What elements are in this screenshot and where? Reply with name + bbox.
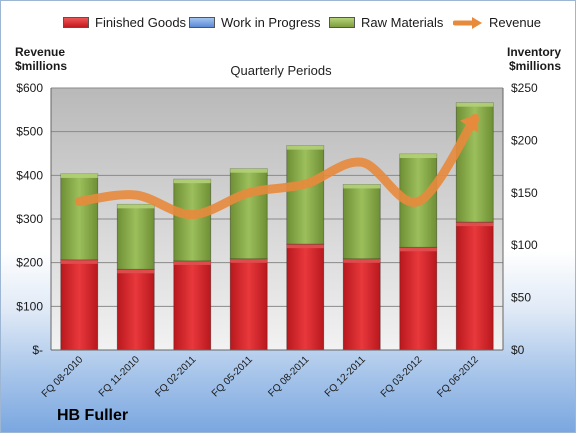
right-tick-label: $0 xyxy=(511,343,525,357)
legend-swatch-finished-goods xyxy=(63,17,89,28)
revenue-line xyxy=(74,114,480,220)
revenue-line-series xyxy=(74,113,480,220)
bar-raw-materials xyxy=(116,203,155,270)
legend-item-revenue: Revenue xyxy=(453,15,541,30)
bar-top-raw-materials xyxy=(399,154,437,159)
right-tick-label: $100 xyxy=(511,238,538,252)
left-tick-label: $200 xyxy=(16,256,43,270)
right-axis-title-line-2: $millions xyxy=(508,59,561,73)
x-tick-label: FQ 02-2011 xyxy=(153,354,198,399)
x-tick-label: FQ 12-2011 xyxy=(323,354,368,399)
left-tick-label: $100 xyxy=(16,299,43,313)
right-tick-label: $50 xyxy=(511,291,531,305)
legend-label-raw-materials: Raw Materials xyxy=(361,15,444,30)
bar-finished-goods xyxy=(229,258,268,351)
bar-raw-materials xyxy=(342,184,381,260)
bar-finished-goods xyxy=(286,243,325,351)
bar-finished-goods xyxy=(455,221,494,351)
bar-raw-materials xyxy=(60,173,99,261)
legend-item-finished-goods: Finished Goods xyxy=(63,15,186,30)
x-tick-label: FQ 08-2011 xyxy=(266,354,311,399)
bar-top-finished-goods xyxy=(60,259,98,264)
legend-label-revenue: Revenue xyxy=(489,15,542,30)
bar-top-finished-goods xyxy=(286,244,324,249)
bar-top-finished-goods xyxy=(343,258,381,263)
legend-label-work-in-progress: Work in Progress xyxy=(221,15,321,30)
right-tick-label: $250 xyxy=(511,81,538,95)
bar-finished-goods xyxy=(399,246,438,351)
bar-finished-goods xyxy=(342,258,381,351)
left-tick-label: $300 xyxy=(16,212,43,226)
x-tick-label: FQ 05-2011 xyxy=(210,354,255,399)
bar-top-raw-materials xyxy=(60,173,98,178)
bar-finished-goods xyxy=(173,260,212,351)
left-axis-title: Revenue $millions xyxy=(15,45,67,73)
x-tick-label: FQ 08-2010 xyxy=(40,354,86,400)
bar-raw-materials xyxy=(173,178,212,262)
x-tick-label: FQ 03-2012 xyxy=(379,354,425,400)
chart-subtitle: Quarterly Periods xyxy=(230,63,332,78)
left-tick-label: $600 xyxy=(16,81,43,95)
legend-item-work-in-progress: Work in Progress xyxy=(189,15,320,30)
legend-swatch-raw-materials xyxy=(329,17,355,28)
company-name: HB Fuller xyxy=(57,407,129,424)
bar-top-raw-materials xyxy=(117,204,155,209)
bar-top-finished-goods xyxy=(230,258,268,263)
x-tick-label: FQ 11-2010 xyxy=(97,354,142,399)
right-axis-title-line-1: Inventory xyxy=(506,45,561,59)
left-tick-label: $- xyxy=(32,343,43,357)
bar-finished-goods xyxy=(116,268,155,351)
bar-top-raw-materials xyxy=(173,179,211,184)
bar-top-raw-materials xyxy=(343,184,381,189)
bar-top-raw-materials xyxy=(286,145,324,150)
right-axis-title: Inventory $millions xyxy=(507,45,561,73)
right-tick-label: $200 xyxy=(511,133,538,147)
revenue-arrowhead xyxy=(460,113,479,134)
left-tick-label: $400 xyxy=(16,168,43,182)
chart-legend: Finished Goods Work in Progress Raw Mate… xyxy=(1,15,575,35)
legend-item-raw-materials: Raw Materials xyxy=(329,15,443,30)
x-tick-label: FQ 06-2012 xyxy=(435,354,481,400)
legend-swatch-work-in-progress xyxy=(189,17,215,28)
left-tick-label: $500 xyxy=(16,125,43,139)
bar-top-finished-goods xyxy=(399,247,437,252)
bar-top-raw-materials xyxy=(230,168,268,173)
bar-raw-materials xyxy=(229,168,268,260)
bar-finished-goods xyxy=(60,259,99,351)
left-axis-title-line-1: Revenue xyxy=(15,45,66,59)
legend-label-finished-goods: Finished Goods xyxy=(95,15,187,30)
bar-top-finished-goods xyxy=(117,269,155,274)
bar-raw-materials xyxy=(286,145,325,245)
bar-top-finished-goods xyxy=(456,222,494,227)
left-axis-title-line-2: $millions xyxy=(15,59,68,73)
revenue-arrow-icon xyxy=(453,16,482,29)
bar-top-finished-goods xyxy=(173,260,211,265)
bar-top-raw-materials xyxy=(456,102,494,107)
right-tick-label: $150 xyxy=(511,186,538,200)
